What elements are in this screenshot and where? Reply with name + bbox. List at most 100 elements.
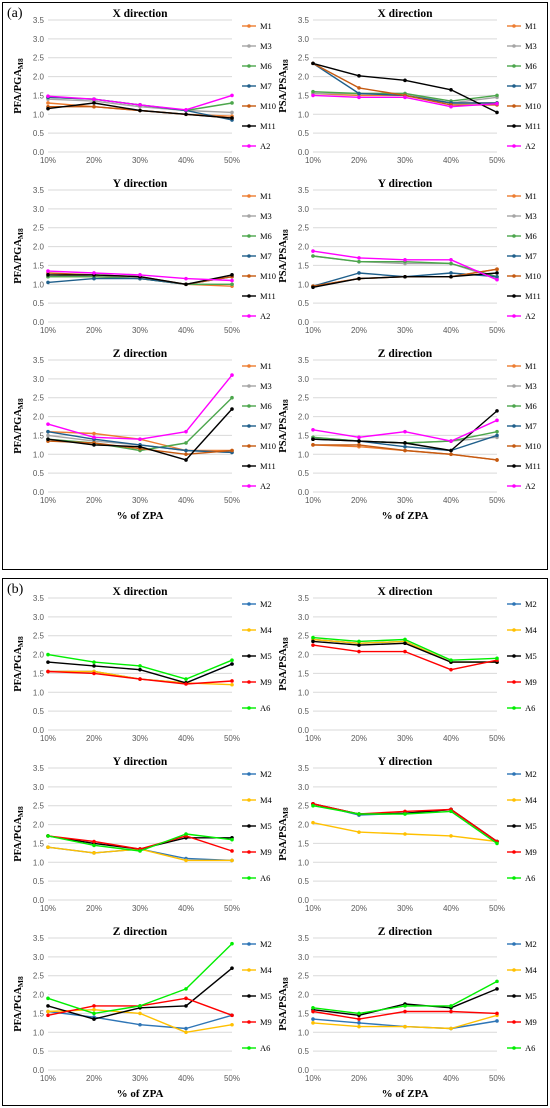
chart-6-series-M10-point xyxy=(311,443,315,447)
chart-3-legend-marker-M10 xyxy=(247,274,251,278)
chart-1-series-M11-point xyxy=(184,112,188,117)
chart-12-series-M4-point xyxy=(311,1021,315,1025)
chart-6-ytick-label: 0.0 xyxy=(298,488,310,497)
chart-9-legend-marker-M5 xyxy=(247,824,251,828)
chart-2-series-A2-point xyxy=(311,93,315,98)
chart-3-legend-marker-A2 xyxy=(247,314,251,318)
chart-5-ytick-label: 1.0 xyxy=(33,450,45,459)
chart-1-series-M3-point xyxy=(230,110,234,115)
chart-11-series-A6-point xyxy=(92,1011,96,1016)
chart-4-legend-label-M6: M6 xyxy=(525,231,537,241)
chart-4-legend-marker-M6 xyxy=(512,234,516,238)
chart-8-legend-label-M2: M2 xyxy=(525,599,537,609)
chart-4-series-A2-point xyxy=(495,277,499,282)
chart-4-ytick-label: 2.0 xyxy=(298,243,310,252)
chart-8-xtick-label: 50% xyxy=(489,734,505,743)
chart-8-series-M9-point xyxy=(311,643,315,647)
chart-1-xtick-label: 10% xyxy=(40,156,56,165)
chart-12-series-A6-point xyxy=(403,1004,407,1008)
chart-2-series-A2-point xyxy=(357,95,361,100)
chart-8-series-A6-point xyxy=(449,658,453,663)
chart-11-series-A6-line xyxy=(47,943,233,1015)
chart-2-legend-label-M7: M7 xyxy=(525,81,537,91)
chart-2-series-A2-point xyxy=(495,101,499,106)
chart-5-series-M11-point xyxy=(46,437,50,442)
chart-5-series-A2-line xyxy=(47,374,233,440)
chart-9-ytick-label: 3.5 xyxy=(33,764,45,773)
chart-5-series-M10-point xyxy=(230,448,234,453)
chart-1-series-A2-point xyxy=(138,103,142,107)
chart-5-legend-marker-M1 xyxy=(247,364,251,368)
chart-2-title: X direction xyxy=(377,8,433,20)
chart-6-series-M6-point xyxy=(495,429,499,434)
chart-11-series-M2-point xyxy=(138,1022,142,1027)
chart-12-legend-label-M2: M2 xyxy=(525,939,537,949)
chart-11-legend-marker-A6 xyxy=(247,1046,251,1050)
chart-5-xtick-label: 10% xyxy=(40,496,56,505)
chart-1-ytick-label: 1.5 xyxy=(33,91,45,100)
chart-12-series-A6-point xyxy=(311,1005,315,1010)
chart-10-legend-label-A6: A6 xyxy=(525,873,535,883)
chart-11-xtick-label: 10% xyxy=(40,1074,56,1083)
chart-5-xlabel: % of ZPA xyxy=(117,510,164,522)
chart-7-xtick-label: 50% xyxy=(224,734,240,743)
chart-1-xtick-label: 30% xyxy=(132,156,148,165)
chart-1-series-A2-point xyxy=(230,93,234,98)
chart-2-series-M11-point xyxy=(357,74,361,78)
chart-12-legend-label-M9: M9 xyxy=(525,1017,537,1027)
chart-6-ytick-label: 2.5 xyxy=(298,394,310,403)
chart-11-ylabel: PFA/PGAM8 xyxy=(13,976,25,1032)
chart-5-ytick-label: 1.5 xyxy=(33,431,45,440)
chart-9-ytick-label: 1.5 xyxy=(33,839,45,848)
chart-2-ytick-label: 2.0 xyxy=(298,73,310,82)
chart-3-xtick-label: 20% xyxy=(86,326,102,335)
chart-6-xtick-label: 40% xyxy=(443,496,459,505)
chart-5-series-M11-point xyxy=(184,458,188,462)
chart-3-ytick-label: 3.0 xyxy=(33,205,45,214)
chart-2-ytick-label: 0.5 xyxy=(298,129,310,138)
chart-12-ytick-label: 3.5 xyxy=(298,934,310,943)
chart-12-ytick-label: 1.5 xyxy=(298,1009,310,1018)
chart-1-xtick-label: 20% xyxy=(86,156,102,165)
chart-10-legend-label-M9: M9 xyxy=(525,847,537,857)
chart-2-legend-marker-A2 xyxy=(512,144,516,148)
chart-2-series-A2-point xyxy=(449,104,453,109)
chart-8-ytick-label: 1.5 xyxy=(298,669,310,678)
chart-3-ytick-label: 2.5 xyxy=(33,224,45,233)
chart-10-series-M4-point xyxy=(311,820,315,825)
chart-4-series-A2-point xyxy=(311,249,315,253)
chart-7-legend-label-M4: M4 xyxy=(260,625,273,635)
chart-12-ytick-label: 2.0 xyxy=(298,991,310,1000)
chart-1-series-M1-point xyxy=(46,101,50,105)
chart-12-xlabel: % of ZPA xyxy=(382,1088,429,1100)
chart-2-xtick-label: 40% xyxy=(443,156,459,165)
chart-12-legend-marker-M2 xyxy=(512,942,516,946)
chart-5-legend-label-A2: A2 xyxy=(260,481,270,491)
chart-8-legend-marker-M4 xyxy=(512,628,516,632)
chart-5-series-M11-point xyxy=(92,443,96,447)
chart-10-legend-marker-M9 xyxy=(512,850,516,854)
chart-11-legend-label-M2: M2 xyxy=(260,939,272,949)
chart-4-series-M6-point xyxy=(449,261,453,266)
chart-8-title: X direction xyxy=(377,586,433,598)
chart-3-series-A2-point xyxy=(184,276,188,281)
chart-3-ytick-label: 3.5 xyxy=(33,186,45,195)
chart-10-series-A6-point xyxy=(311,803,315,808)
chart-11-ytick-label: 2.0 xyxy=(33,991,45,1000)
chart-4-legend-marker-M1 xyxy=(512,194,516,198)
chart-12-xtick-label: 50% xyxy=(489,1074,505,1083)
chart-11-legend-marker-M9 xyxy=(247,1020,251,1024)
chart-12-series-A6-line xyxy=(312,980,498,1015)
chart-4-ytick-label: 2.5 xyxy=(298,224,310,233)
chart-6-ylabel-subscript: M8 xyxy=(281,399,290,410)
chart-8-legend-marker-A6 xyxy=(512,706,516,710)
panel-a-frame xyxy=(2,2,548,570)
chart-6-legend-marker-M6 xyxy=(512,404,516,408)
chart-9-series-M9-point xyxy=(230,849,234,853)
chart-9-ytick-label: 1.0 xyxy=(33,858,45,867)
chart-3-legend-marker-M11 xyxy=(247,294,251,298)
chart-4-series-A2-point xyxy=(403,257,407,262)
chart-11-series-M9-point xyxy=(46,1013,50,1018)
chart-5-legend-label-M1: M1 xyxy=(260,361,272,371)
chart-1-series-A2-point xyxy=(184,107,188,112)
